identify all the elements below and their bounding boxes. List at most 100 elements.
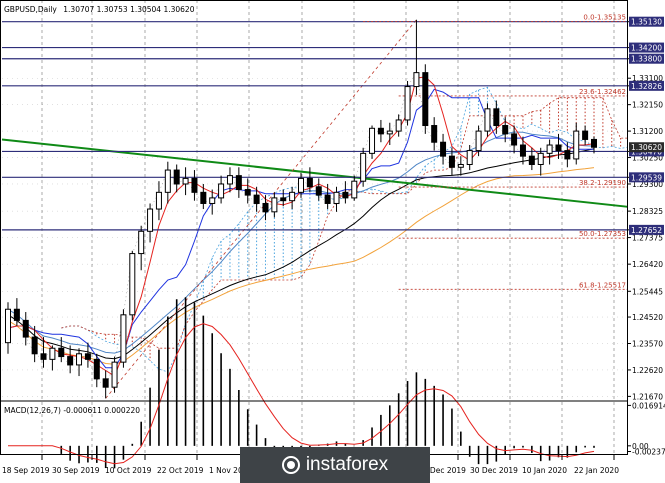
candle-body [422,72,429,127]
instaforex-circle-icon [281,456,300,474]
candle-body [76,353,83,366]
current-price-tag-text: 1.30620 [631,143,662,152]
level-price-tag-text: 1.29539 [631,173,662,182]
descending-trendline [1,138,629,208]
time-tick-label: 1 Nov 2019 [209,466,252,475]
time-tick-label: 17 Dec 2019 [418,466,466,475]
candle-body [395,119,402,132]
candle-body [484,108,491,132]
candle-body [164,169,171,193]
candle-body [342,191,349,199]
fibonacci-label: 23.6-1.32462 [579,88,626,96]
level-price-tag-text: 1.27652 [631,226,662,235]
candle-body [147,208,154,232]
candle-body [67,356,74,366]
chart-frame [0,0,628,455]
candle-body [306,177,313,188]
price-tick-label: 1.21670 [632,392,663,401]
symbol-label: GBPUSD,Daily [4,5,57,14]
candle-body [573,130,580,160]
ohlc-label: 1.30707 1.30753 1.30504 1.30620 [63,5,194,14]
candle-body [546,144,553,154]
candle-body [226,175,233,185]
candle-body [351,180,358,199]
candle-body [537,152,544,165]
price-tick-label: 1.26420 [632,260,663,269]
chart-grid [2,0,628,455]
candle-body [440,141,447,157]
level-price-tag-text: 1.34200 [631,44,662,53]
fibonacci-label: 38.2-1.29190 [579,179,626,187]
candle-body [22,319,29,338]
candlesticks [5,19,597,399]
candle-body [138,230,145,255]
candle-body [49,347,56,360]
candle-body [93,358,100,380]
candle-body [191,177,198,193]
moving-average-black [7,148,595,360]
level-price-tag-text: 1.32826 [631,82,662,91]
candle-body [13,308,20,321]
candle-body [271,197,278,213]
current-price-tag [629,142,664,153]
candle-body [200,191,207,204]
time-tick-label: 30 Dec 2019 [470,466,518,475]
macd-tick-label: 0.00 [632,442,649,451]
price-tick-label: 1.25445 [632,287,663,296]
candle-body [129,253,136,316]
candle-body [528,155,535,165]
tenkan-sen-line [7,76,595,377]
chart-header: GBPUSD,Daily 1.30707 1.30753 1.30504 1.3… [4,5,195,14]
candle-body [466,150,473,165]
price-tick-label: 1.32150 [632,101,663,110]
candle-body [555,144,562,152]
candle-body [511,133,518,146]
candle-body [377,127,384,135]
macd-panel [8,297,595,469]
candle-body [369,127,376,154]
candle-body [40,353,47,360]
candle-body [413,72,420,88]
candle-body [360,152,367,182]
candle-body [493,108,500,127]
horizontal-levels: 0.0-1.35135 23.6-1.32462 38.2-1.29190 50.0-… [2,14,628,290]
time-tick-label: 18 Sep 2019 [2,466,50,475]
candle-body [111,361,118,388]
senkou-span-a [61,86,629,373]
candle-body [218,183,225,199]
candle-body [457,163,464,168]
candle-body [102,378,109,388]
time-tick-label: 22 Oct 2019 [157,466,204,475]
candle-body [31,336,38,355]
candle-body [591,138,597,148]
price-tick-label: 1.29300 [632,180,663,189]
level-price-tag [629,53,664,64]
level-price-tag [629,224,664,235]
candle-body [155,191,162,210]
candle-body [120,314,127,363]
level-price-tag [629,172,664,183]
candle-body [315,186,322,196]
time-tick-label: 10 Jan 2020 [522,466,567,475]
macd-tick-label: 0.016914 [632,401,665,410]
price-tick-label: 1.27375 [632,234,663,243]
candle-body [333,191,340,204]
candle-body [209,197,216,204]
price-tick-label: 1.24520 [632,313,663,322]
time-tick-label: 30 Sep 2019 [52,466,100,475]
candle-body [289,191,296,202]
candle-body [519,144,526,157]
price-tick-label: 1.22620 [632,366,663,375]
price-tick-label: 1.33100 [632,74,663,83]
candle-body [84,353,91,360]
fibonacci-label: 61.8-1.25517 [579,281,626,289]
indicator-lines [1,19,629,399]
level-price-tag [629,42,664,53]
candle-body [244,189,251,196]
level-price-tag [629,16,664,27]
candle-body [582,130,589,140]
price-tick-label: 1.28325 [632,207,663,216]
candle-body [262,202,269,213]
candle-body [182,177,189,185]
